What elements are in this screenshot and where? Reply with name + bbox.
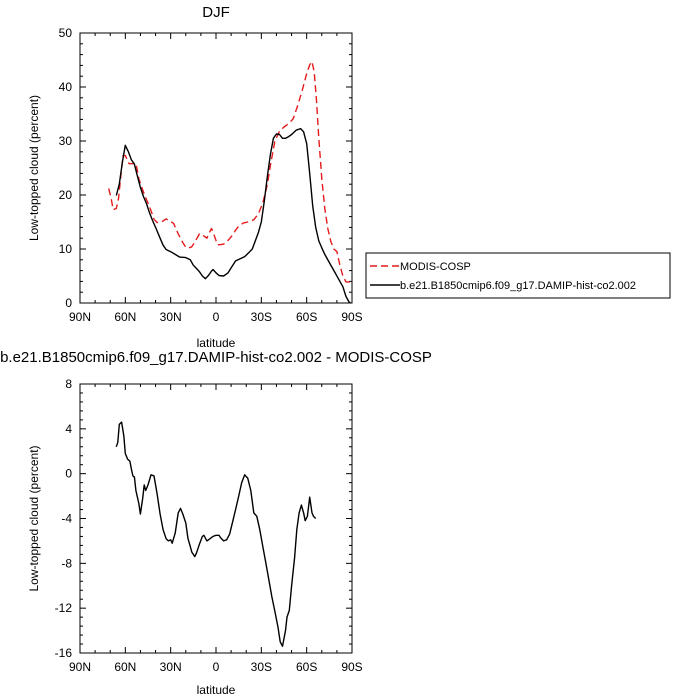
y-tick-label: 30 xyxy=(59,134,73,148)
y-tick-label: -8 xyxy=(61,556,72,570)
y-tick-label: -4 xyxy=(61,512,72,526)
y-tick-label: -16 xyxy=(55,646,73,660)
y-axis-label: Low-topped cloud (percent) xyxy=(27,95,41,241)
x-axis-label: latitude xyxy=(197,683,236,697)
legend-label: MODIS-COSP xyxy=(400,261,471,273)
x-tick-label: 60S xyxy=(296,660,317,674)
x-tick-label: 90N xyxy=(69,310,91,324)
series-line-b-e21-b1850cmip6-f09-g17-damip-hist-co2-002 xyxy=(115,127,351,304)
x-tick-label: 90S xyxy=(341,660,362,674)
legend-label: b.e21.B1850cmip6.f09_g17.DAMIP-hist-co2.… xyxy=(400,280,636,292)
plot-frame xyxy=(79,383,353,654)
series-line-difference xyxy=(115,421,317,647)
top-chart-djf: DJF 0 10 20 30 40 50 90N 60N 30N 0 30S 60S 90S latitud… xyxy=(27,4,671,350)
chart-title: DJF xyxy=(202,4,230,21)
y-tick-label: 20 xyxy=(59,188,73,202)
y-tick-label: 40 xyxy=(59,80,73,94)
y-tick-label: 0 xyxy=(65,467,72,481)
x-tick-label: 90N xyxy=(69,660,91,674)
legend-box xyxy=(365,252,671,299)
x-axis-label: latitude xyxy=(197,336,236,350)
plot-frame xyxy=(79,32,353,304)
bottom-chart-difference: b.e21.B1850cmip6.f09_g17.DAMIP-hist-co2.… xyxy=(0,349,432,697)
x-tick-label: 90S xyxy=(341,310,362,324)
y-tick-label: 10 xyxy=(59,242,73,256)
chart-title: b.e21.B1850cmip6.f09_g17.DAMIP-hist-co2.… xyxy=(0,349,432,366)
x-tick-label: 0 xyxy=(213,660,220,674)
y-tick-label: 50 xyxy=(59,26,73,40)
y-tick-label: -12 xyxy=(55,601,73,615)
legend: MODIS-COSP b.e21.B1850cmip6.f09_g17.DAMIP… xyxy=(365,252,671,299)
x-tick-label: 60N xyxy=(114,660,136,674)
y-axis-label: Low-topped cloud (percent) xyxy=(27,445,41,591)
x-tick-label: 30S xyxy=(251,660,272,674)
x-tick-label: 60N xyxy=(114,310,136,324)
y-tick-label: 4 xyxy=(65,422,72,436)
series-line-modis-cosp xyxy=(108,60,351,283)
x-tick-label: 30N xyxy=(160,310,182,324)
y-tick-label: 0 xyxy=(65,296,72,310)
y-tick-label: 8 xyxy=(65,377,72,391)
x-tick-label: 30S xyxy=(251,310,272,324)
x-tick-label: 0 xyxy=(213,310,220,324)
x-tick-label: 30N xyxy=(160,660,182,674)
x-tick-label: 60S xyxy=(296,310,317,324)
